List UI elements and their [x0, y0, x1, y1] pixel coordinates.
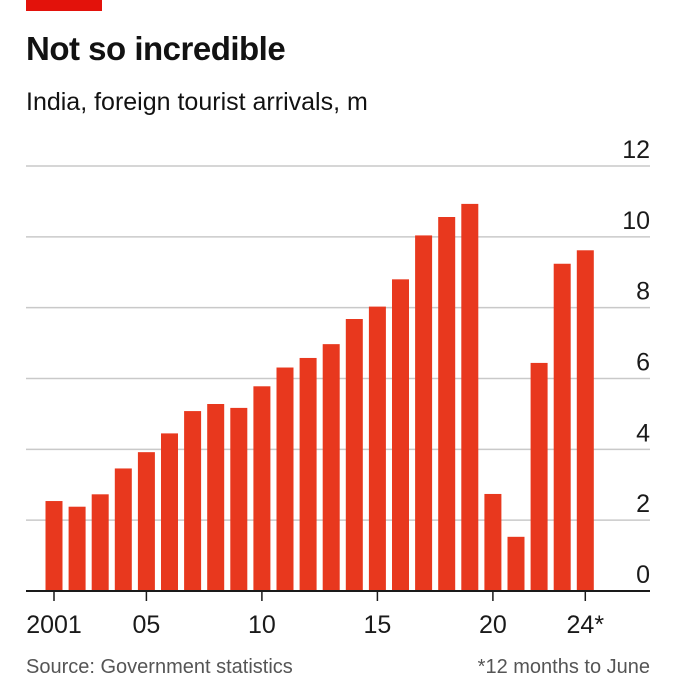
bar-2004 [114, 468, 132, 591]
x-tick-label: 2001 [26, 611, 82, 639]
x-tick-label: 20 [479, 611, 507, 639]
y-tick-label: 12 [622, 136, 650, 164]
bar-2010 [253, 386, 271, 591]
y-tick-label: 8 [636, 278, 650, 306]
bar-2022 [530, 362, 548, 591]
bar-2023 [553, 263, 571, 591]
x-tick-label: 10 [248, 611, 276, 639]
bar-2013 [322, 344, 340, 591]
bar-2016 [392, 279, 409, 591]
y-tick-label: 2 [636, 490, 650, 518]
bar-2020 [484, 493, 502, 591]
bar-2001 [45, 501, 63, 591]
x-tick-label: 15 [363, 611, 391, 639]
brand-accent-bar [26, 0, 102, 11]
bar-2021 [507, 536, 525, 591]
x-tick-label: 05 [132, 611, 160, 639]
y-axis-ticks: 0 2 4 6 8 10 12 [622, 136, 650, 589]
footnote: *12 months to June [477, 656, 650, 678]
x-axis-ticks: 2001 05 10 15 20 24* [26, 591, 604, 639]
bar-2008 [207, 404, 225, 591]
bar-2002 [68, 506, 86, 591]
bar-2012 [299, 357, 317, 591]
x-tick-label: 24* [567, 611, 605, 639]
bar-2019 [461, 203, 479, 591]
bar-2011 [276, 367, 294, 591]
source-note: Source: Government statistics [26, 656, 293, 678]
bar-2017 [415, 235, 433, 591]
bar-2009 [230, 407, 248, 591]
y-tick-label: 4 [636, 419, 650, 447]
bar-2014 [345, 319, 363, 591]
bar-2007 [184, 411, 202, 591]
bar-2024 [576, 250, 594, 591]
y-tick-label: 0 [636, 561, 650, 589]
bar-2006 [161, 433, 178, 591]
chart-subtitle: India, foreign tourist arrivals, m [26, 88, 368, 116]
bars [26, 203, 650, 592]
bar-2015 [368, 306, 386, 591]
chart-title: Not so incredible [26, 30, 286, 67]
bar-2018 [438, 217, 456, 591]
y-tick-label: 6 [636, 349, 650, 377]
bar-2005 [137, 452, 155, 591]
y-tick-label: 10 [622, 207, 650, 235]
bar-chart: 0 2 4 6 8 10 12 2001 05 10 15 20 24* [26, 136, 650, 639]
bar-2003 [91, 494, 109, 591]
